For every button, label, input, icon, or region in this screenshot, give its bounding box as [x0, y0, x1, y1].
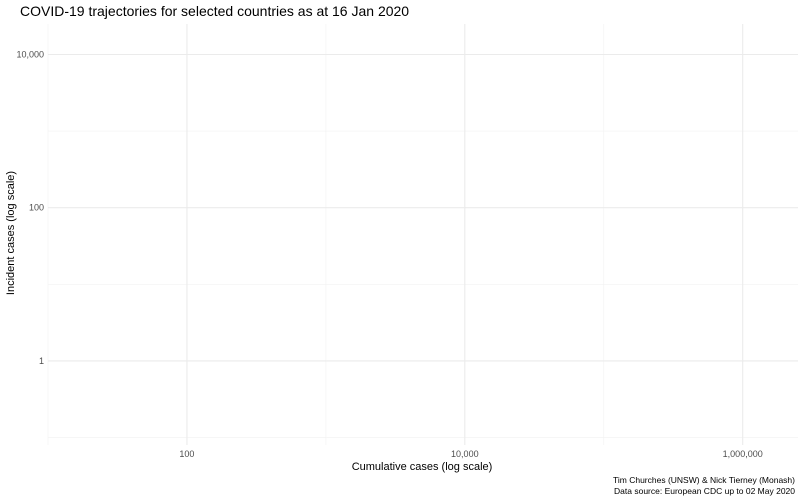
y-tick-label-1: 100	[29, 203, 44, 213]
major-gridlines	[48, 24, 798, 445]
y-tick-label-2: 10,000	[16, 49, 44, 59]
y-tick-labels: 1 100 10,000	[16, 49, 44, 365]
x-tick-labels: 100 10,000 1,000,000	[179, 449, 762, 459]
x-axis-title: Cumulative cases (log scale)	[352, 461, 493, 473]
caption-source: Data source: European CDC up to 02 May 2…	[614, 486, 795, 496]
caption-credit: Tim Churches (UNSW) & Nick Tierney (Mona…	[613, 475, 795, 485]
x-tick-label-0: 100	[179, 449, 194, 459]
chart-title: COVID-19 trajectories for selected count…	[20, 3, 409, 19]
minor-gridlines	[47, 24, 798, 445]
y-tick-label-0: 1	[39, 356, 44, 366]
x-tick-label-2: 1,000,000	[723, 449, 763, 459]
y-axis-title: Incident cases (log scale)	[5, 171, 17, 295]
x-tick-label-1: 10,000	[451, 449, 479, 459]
